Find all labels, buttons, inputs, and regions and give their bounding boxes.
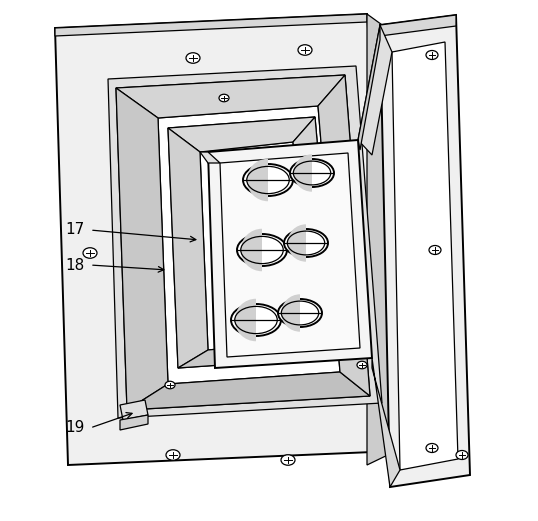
Polygon shape: [127, 372, 370, 410]
Polygon shape: [208, 140, 372, 368]
Polygon shape: [116, 88, 168, 410]
Polygon shape: [120, 400, 148, 420]
Ellipse shape: [298, 45, 312, 55]
Polygon shape: [392, 42, 458, 470]
Polygon shape: [55, 14, 396, 465]
Polygon shape: [178, 340, 336, 368]
Wedge shape: [235, 299, 256, 341]
Ellipse shape: [290, 159, 334, 187]
Ellipse shape: [284, 229, 328, 257]
Polygon shape: [200, 142, 312, 350]
Ellipse shape: [243, 164, 293, 196]
Text: 17: 17: [66, 222, 85, 238]
Ellipse shape: [429, 245, 441, 254]
Ellipse shape: [83, 248, 97, 258]
Polygon shape: [120, 415, 148, 430]
Polygon shape: [158, 106, 340, 384]
Ellipse shape: [278, 299, 322, 327]
Ellipse shape: [219, 94, 229, 102]
Polygon shape: [116, 75, 345, 118]
Polygon shape: [116, 75, 370, 410]
Polygon shape: [358, 25, 380, 150]
Ellipse shape: [281, 455, 295, 465]
Polygon shape: [168, 128, 208, 368]
Wedge shape: [287, 225, 306, 262]
Polygon shape: [220, 153, 360, 357]
Polygon shape: [200, 152, 220, 163]
Ellipse shape: [426, 51, 438, 59]
Ellipse shape: [237, 234, 287, 266]
Ellipse shape: [456, 451, 468, 460]
Polygon shape: [168, 117, 315, 152]
Ellipse shape: [166, 450, 180, 460]
Polygon shape: [293, 117, 336, 357]
Wedge shape: [247, 159, 268, 201]
Polygon shape: [318, 75, 370, 396]
Ellipse shape: [231, 304, 281, 336]
Wedge shape: [240, 229, 262, 271]
Polygon shape: [372, 358, 400, 487]
Polygon shape: [367, 14, 396, 465]
Ellipse shape: [357, 361, 367, 369]
Polygon shape: [55, 14, 367, 36]
Ellipse shape: [165, 381, 175, 389]
Polygon shape: [380, 15, 456, 36]
Polygon shape: [358, 25, 392, 155]
Ellipse shape: [426, 443, 438, 453]
Wedge shape: [281, 294, 300, 332]
Polygon shape: [108, 66, 382, 418]
Ellipse shape: [186, 53, 200, 63]
Polygon shape: [168, 117, 336, 368]
Text: 18: 18: [66, 257, 85, 272]
Polygon shape: [380, 15, 470, 487]
Text: 19: 19: [66, 420, 85, 436]
Wedge shape: [293, 154, 312, 192]
